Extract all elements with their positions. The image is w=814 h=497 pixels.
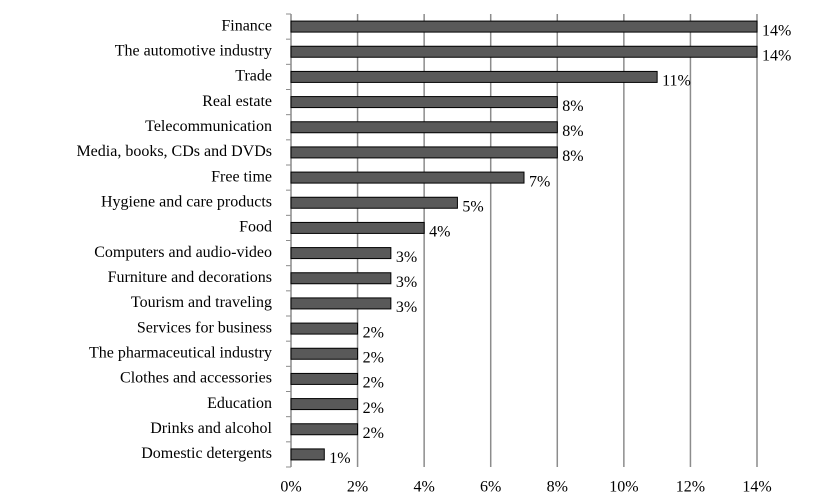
data-label: 2%: [363, 375, 384, 392]
bar: [290, 196, 458, 209]
data-label: 3%: [396, 249, 417, 266]
bar: [290, 171, 525, 184]
y-tick-label: Telecommunication: [145, 118, 272, 135]
bar: [290, 20, 758, 33]
y-tick-label: Domestic detergents: [141, 445, 272, 462]
x-tick-label: 0%: [280, 479, 301, 496]
y-tick-label: The automotive industry: [115, 42, 272, 59]
data-label: 2%: [363, 349, 384, 366]
bar: [290, 247, 392, 260]
bar: [290, 372, 359, 385]
bar: [290, 146, 558, 159]
x-tick-label: 4%: [413, 479, 434, 496]
bar: [290, 423, 359, 436]
data-label: 14%: [762, 47, 791, 64]
y-tick-label: Education: [207, 395, 272, 412]
bar: [290, 121, 558, 134]
bar: [290, 448, 325, 461]
data-label: 5%: [462, 198, 483, 215]
data-label: 2%: [363, 400, 384, 417]
y-tick-label: Trade: [235, 68, 272, 85]
data-label: 8%: [562, 148, 583, 165]
data-label: 3%: [396, 274, 417, 291]
bar: [290, 347, 359, 360]
data-label: 8%: [562, 123, 583, 140]
data-label: 1%: [329, 450, 350, 467]
y-tick-label: Drinks and alcohol: [150, 420, 272, 437]
y-tick-label: Furniture and decorations: [108, 269, 272, 286]
y-tick-label: Free time: [211, 168, 272, 185]
y-tick-label: The pharmaceutical industry: [89, 344, 272, 361]
x-tick-label: 2%: [347, 479, 368, 496]
y-tick-label: Media, books, CDs and DVDs: [76, 143, 272, 160]
data-label: 2%: [363, 425, 384, 442]
y-tick-label: Computers and audio-video: [94, 244, 272, 261]
y-tick-label: Clothes and accessories: [120, 370, 272, 387]
y-tick-label: Food: [239, 219, 272, 236]
y-tick-label: Finance: [221, 17, 272, 34]
y-tick-label: Tourism and traveling: [131, 294, 272, 311]
y-tick-label: Hygiene and care products: [101, 193, 272, 210]
data-label: 4%: [429, 224, 450, 241]
bar: [290, 398, 359, 411]
x-tick-label: 6%: [480, 479, 501, 496]
bar: [290, 96, 558, 109]
data-label: 3%: [396, 299, 417, 316]
bar: [290, 322, 359, 335]
bar: [290, 297, 392, 310]
bar: [290, 70, 658, 83]
data-label: 8%: [562, 98, 583, 115]
bar: [290, 272, 392, 285]
bar: [290, 221, 425, 234]
y-tick-label: Services for business: [137, 319, 272, 336]
data-label: 14%: [762, 22, 791, 39]
x-tick-label: 14%: [742, 479, 771, 496]
x-tick-label: 12%: [676, 479, 705, 496]
y-tick-label: Real estate: [202, 93, 272, 110]
x-tick-label: 10%: [609, 479, 638, 496]
data-label: 2%: [363, 324, 384, 341]
bar: [290, 45, 758, 58]
data-label: 7%: [529, 173, 550, 190]
x-tick-label: 8%: [547, 479, 568, 496]
data-label: 11%: [662, 73, 691, 90]
